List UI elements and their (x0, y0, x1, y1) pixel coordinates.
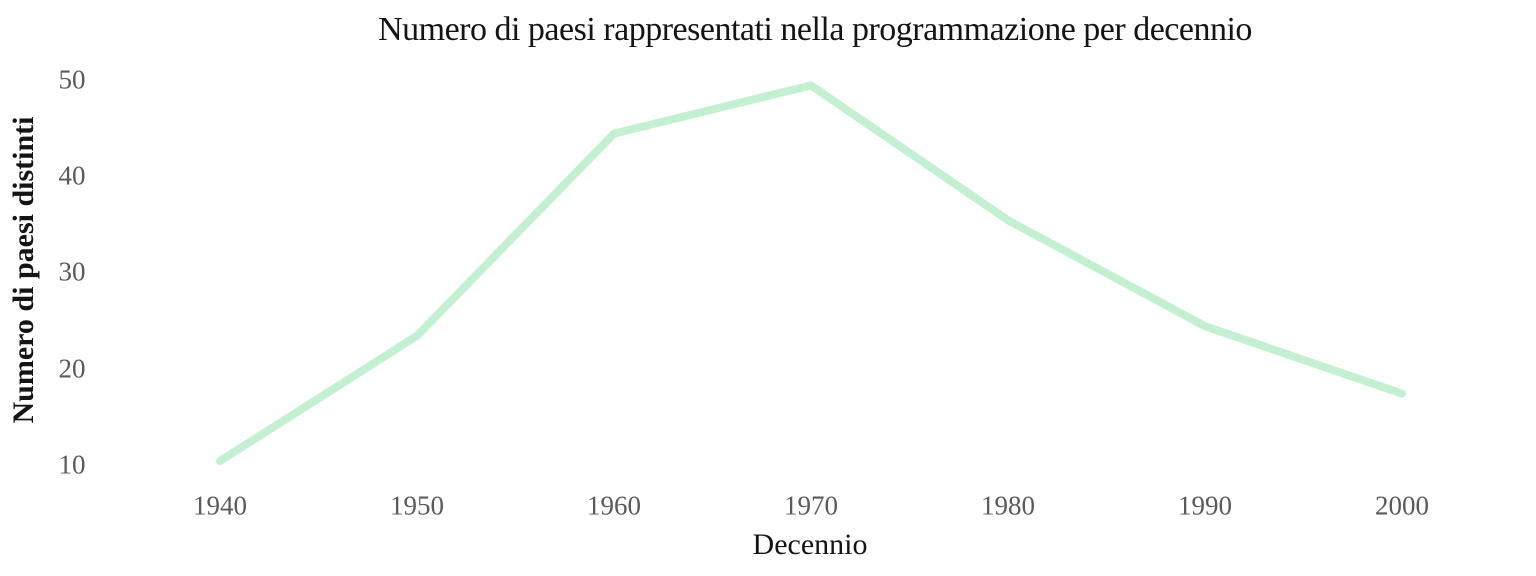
x-tick-label: 1950 (390, 490, 444, 521)
x-tick-label: 1990 (1178, 490, 1232, 521)
x-tick-label: 1970 (784, 490, 838, 521)
data-line-series (216, 81, 1406, 465)
y-tick-label: 50 (58, 64, 86, 95)
y-tick-label: 30 (58, 256, 86, 287)
x-tick-label: 1980 (981, 490, 1035, 521)
x-tick-label: 2000 (1375, 490, 1429, 521)
y-tick-label: 40 (58, 160, 86, 191)
x-axis-label: Decennio (752, 528, 868, 561)
chart-title: Numero di paesi rappresentati nella prog… (378, 11, 1252, 48)
x-tick-label: 1940 (193, 490, 247, 521)
y-tick-label: 20 (58, 353, 86, 384)
x-tick-label: 1960 (587, 490, 641, 521)
y-tick-label: 10 (58, 449, 86, 480)
